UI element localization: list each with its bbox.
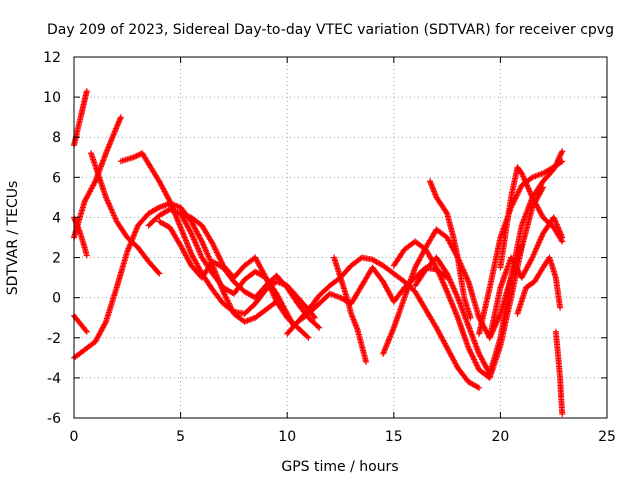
y-tick-label: 4 — [52, 210, 61, 226]
data-point — [363, 358, 370, 365]
data-point — [83, 328, 90, 335]
data-points — [71, 88, 566, 417]
series-arc-t — [497, 164, 566, 271]
series-arc-r — [476, 158, 566, 337]
series-arc-m — [331, 254, 370, 365]
y-tick-label: 6 — [52, 170, 61, 186]
data-point — [310, 313, 317, 320]
data-point — [314, 323, 321, 330]
data-point — [154, 205, 161, 212]
y-tick-label: 10 — [43, 90, 61, 106]
y-tick-label: 8 — [52, 130, 61, 146]
y-tick-label: -4 — [47, 371, 61, 387]
x-tick-label: 20 — [491, 429, 509, 445]
series-arc-d — [71, 200, 280, 361]
data-point — [474, 384, 481, 391]
series-arc-j — [177, 210, 312, 341]
grid — [74, 57, 607, 418]
series-arc-q — [427, 178, 474, 321]
series-arc-i — [156, 218, 323, 331]
series-arc-u — [514, 254, 564, 317]
y-tick-label: -6 — [47, 411, 61, 427]
x-tick-label: 0 — [70, 429, 79, 445]
y-tick-label: 0 — [52, 291, 61, 307]
series-arc-g — [117, 150, 318, 321]
data-point — [229, 307, 236, 314]
series-arc-c — [71, 312, 90, 335]
series-arc-s — [486, 214, 566, 341]
data-point — [559, 158, 566, 165]
data-point — [83, 252, 90, 259]
data-point — [559, 238, 566, 245]
data-point — [559, 148, 566, 155]
y-tick-label: -2 — [47, 331, 61, 347]
data-point — [443, 209, 450, 216]
data-point — [155, 269, 162, 276]
data-point — [117, 114, 124, 121]
tick-labels: 0 5 10 15 20 25 -6 -4 -2 0 2 4 6 8 10 12 — [43, 50, 616, 445]
y-axis-label: SDTVAR / TECUs — [5, 181, 21, 296]
x-tick-label: 25 — [598, 429, 616, 445]
x-tick-label: 15 — [385, 429, 403, 445]
series-arc-v — [552, 328, 566, 417]
series-arc-p — [412, 148, 566, 377]
data-point — [82, 327, 89, 334]
data-point — [476, 384, 483, 391]
x-tick-label: 10 — [278, 429, 296, 445]
data-point — [311, 314, 318, 321]
x-axis-label: GPS time / hours — [281, 459, 398, 475]
data-point — [304, 333, 311, 340]
data-point — [316, 324, 323, 331]
data-point — [558, 159, 565, 166]
data-point — [156, 270, 163, 277]
data-point — [467, 314, 474, 321]
data-point — [83, 88, 90, 95]
series-arc-f — [88, 150, 163, 277]
axis-ticks — [73, 56, 608, 419]
y-tick-label: 2 — [52, 251, 61, 267]
x-tick-label: 5 — [176, 429, 185, 445]
y-tick-label: 12 — [43, 50, 61, 66]
data-point — [557, 304, 564, 311]
chart-title: Day 209 of 2023, Sidereal Day-to-day VTE… — [47, 22, 614, 38]
data-point — [305, 334, 312, 341]
data-point — [559, 410, 566, 417]
plot-frame — [73, 56, 608, 419]
